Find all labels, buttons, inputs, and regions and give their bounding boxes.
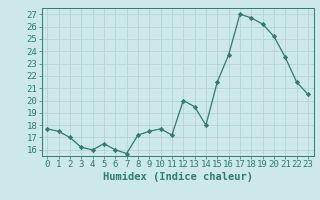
X-axis label: Humidex (Indice chaleur): Humidex (Indice chaleur): [103, 172, 252, 182]
